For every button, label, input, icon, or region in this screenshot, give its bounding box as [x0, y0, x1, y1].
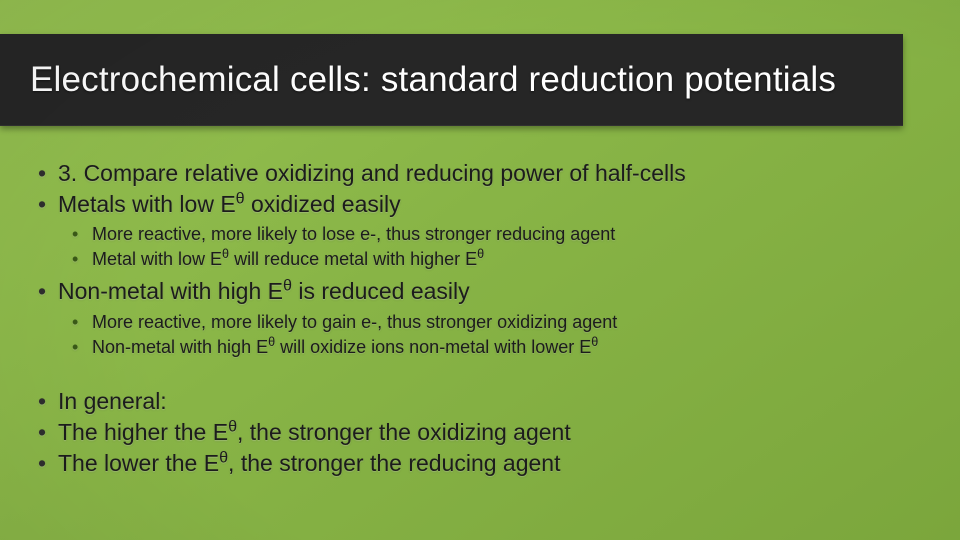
sub-bullet-list: More reactive, more likely to gain e-, t… [58, 310, 922, 360]
sub-bullet-item: More reactive, more likely to lose e-, t… [72, 222, 922, 247]
bullet-item: In general: [38, 386, 922, 417]
slide-content: 3. Compare relative oxidizing and reduci… [38, 158, 922, 479]
bullet-text: Metals with low Eθ oxidized easily [58, 191, 401, 217]
sub-bullet-list: More reactive, more likely to lose e-, t… [58, 222, 922, 272]
bullet-item: Metals with low Eθ oxidized easily More … [38, 189, 922, 272]
title-bar: Electrochemical cells: standard reductio… [0, 34, 903, 126]
spacer [38, 364, 922, 386]
slide-title: Electrochemical cells: standard reductio… [30, 60, 836, 100]
sub-bullet-item: Non-metal with high Eθ will oxidize ions… [72, 335, 922, 360]
bullet-item: 3. Compare relative oxidizing and reduci… [38, 158, 922, 189]
sub-bullet-item: More reactive, more likely to gain e-, t… [72, 310, 922, 335]
bullet-list-1: 3. Compare relative oxidizing and reduci… [38, 158, 922, 360]
bullet-text: Non-metal with high Eθ is reduced easily [58, 278, 470, 304]
sub-bullet-item: Metal with low Eθ will reduce metal with… [72, 247, 922, 272]
bullet-item: The lower the Eθ, the stronger the reduc… [38, 448, 922, 479]
bullet-item: Non-metal with high Eθ is reduced easily… [38, 276, 922, 359]
bullet-list-2: In general: The higher the Eθ, the stron… [38, 386, 922, 479]
bullet-item: The higher the Eθ, the stronger the oxid… [38, 417, 922, 448]
